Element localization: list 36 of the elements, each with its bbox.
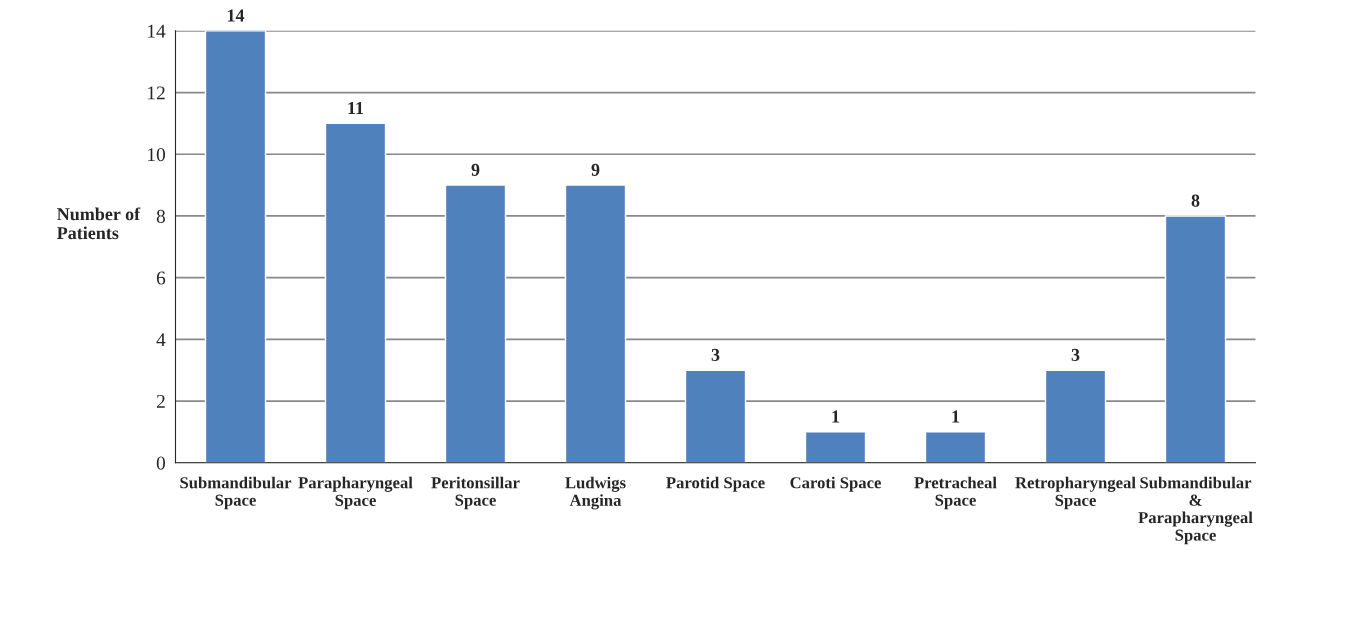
bar <box>564 184 627 463</box>
y-tick-label: 2 <box>156 394 165 408</box>
data-label: 1 <box>952 410 960 423</box>
y-tick-label: 0 <box>156 456 166 470</box>
data-label: 14 <box>227 9 245 22</box>
data-label: 8 <box>1191 194 1200 207</box>
bar <box>324 122 387 463</box>
x-tick-label: Submandibular Space <box>180 476 292 510</box>
bar <box>1044 369 1107 463</box>
bar <box>804 431 867 463</box>
x-tick-label: Pretracheal Space <box>914 476 997 510</box>
data-label: 9 <box>591 163 600 176</box>
data-label: 9 <box>471 163 480 176</box>
x-tick-label: Parotid Space <box>666 476 765 492</box>
y-tick-label: 4 <box>156 333 166 347</box>
y-tick-label: 12 <box>148 86 165 100</box>
x-tick-label: Submandibular & Parapharyngeal Space <box>1138 476 1253 545</box>
x-tick-label: Ludwigs Angina <box>565 476 626 510</box>
bar <box>204 30 267 463</box>
data-label: 1 <box>832 410 840 423</box>
y-tick-label: 14 <box>148 24 166 38</box>
x-tick-label: Peritonsillar Space <box>431 476 520 510</box>
data-label: 3 <box>1071 348 1080 361</box>
x-tick-label: Caroti Space <box>790 476 881 492</box>
bar <box>1164 215 1227 463</box>
y-tick-label: 6 <box>156 271 166 285</box>
bar <box>444 184 507 463</box>
y-tick-label: 10 <box>148 148 166 162</box>
y-tick-label: 8 <box>156 209 166 223</box>
bar <box>924 431 987 463</box>
x-tick-label: Retropharyngeal Space <box>1015 476 1136 510</box>
data-label: 11 <box>348 102 364 114</box>
y-axis-title: Number of Patients <box>57 207 141 240</box>
data-label: 3 <box>711 348 720 361</box>
x-tick-label: Parapharyngeal Space <box>298 476 413 510</box>
bar <box>684 369 747 463</box>
